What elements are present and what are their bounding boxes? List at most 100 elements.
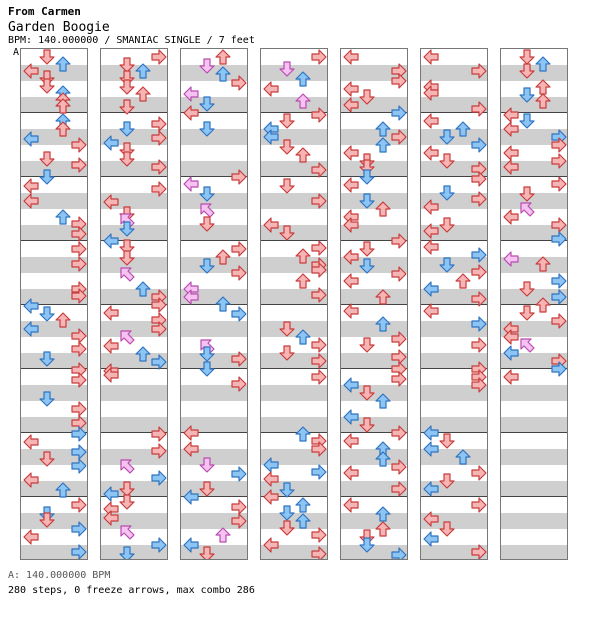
step-arrow-right: [311, 527, 327, 543]
beat-band: [101, 449, 167, 465]
step-arrow-right: [471, 191, 487, 207]
beat-band: [181, 161, 247, 177]
step-arrow-down: [439, 521, 455, 537]
step-arrow-up: [375, 289, 391, 305]
step-arrow-right: [551, 273, 567, 289]
beat-band: [181, 65, 247, 81]
step-arrow-left: [183, 441, 199, 457]
beat-band: [501, 417, 567, 433]
step-arrow-right: [391, 425, 407, 441]
step-arrow-left: [423, 113, 439, 129]
step-arrow-right: [391, 459, 407, 475]
step-arrow-down: [119, 221, 135, 237]
step-arrow-left: [343, 497, 359, 513]
beat-band: [421, 65, 487, 81]
step-arrow-right: [71, 401, 87, 417]
step-arrow-up: [295, 426, 311, 442]
bpm-legend: A: 140.000000 BPM: [8, 570, 111, 581]
step-arrow-right: [311, 441, 327, 457]
beat-band: [181, 225, 247, 241]
beat-band: [261, 161, 327, 177]
step-arrow-down: [199, 58, 215, 74]
step-arrow-down: [39, 306, 55, 322]
step-arrow-down: [39, 451, 55, 467]
beat-band: [501, 129, 567, 145]
step-arrow-up: [375, 393, 391, 409]
step-arrow-up: [135, 63, 151, 79]
step-arrow-left: [503, 209, 519, 225]
step-arrow-right: [71, 256, 87, 272]
measure-line: [341, 304, 407, 305]
beat-band: [261, 257, 327, 273]
measure-line: [421, 304, 487, 305]
step-arrow-right: [151, 537, 167, 553]
step-arrow-left: [423, 199, 439, 215]
step-arrow-right: [231, 169, 247, 185]
step-arrow-left: [423, 303, 439, 319]
step-arrow-down: [439, 433, 455, 449]
beat-band: [341, 481, 407, 497]
beat-band: [21, 97, 87, 113]
step-arrow-down: [199, 361, 215, 377]
step-arrow-right: [151, 426, 167, 442]
step-arrow-up: [375, 137, 391, 153]
step-arrow-up: [135, 281, 151, 297]
step-arrow-left: [503, 329, 519, 345]
step-arrow-right: [391, 547, 407, 559]
beat-band: [501, 193, 567, 209]
step-arrow-right: [311, 337, 327, 353]
beat-band: [341, 97, 407, 113]
step-arrow-up: [295, 273, 311, 289]
diagonal-step-arrow: [519, 337, 535, 353]
step-arrow-left: [423, 223, 439, 239]
beat-band: [181, 513, 247, 529]
beat-band: [21, 513, 87, 529]
measure-line: [101, 496, 167, 497]
beat-band: [501, 65, 567, 81]
measure-line: [101, 432, 167, 433]
step-arrow-left: [503, 251, 519, 267]
step-arrow-right: [311, 369, 327, 385]
beat-band: [501, 353, 567, 369]
step-arrow-down: [439, 473, 455, 489]
step-arrow-right: [311, 193, 327, 209]
measure-line: [101, 240, 167, 241]
step-arrow-left: [103, 367, 119, 383]
step-arrow-down: [359, 537, 375, 553]
measure-line: [501, 496, 567, 497]
step-arrow-up: [295, 248, 311, 264]
chart-column-2: [100, 48, 168, 560]
step-arrow-down: [199, 121, 215, 137]
step-arrow-right: [471, 247, 487, 263]
diagonal-step-arrow: [119, 212, 135, 228]
step-arrow-right: [311, 262, 327, 278]
step-arrow-down: [39, 169, 55, 185]
beat-band: [21, 225, 87, 241]
step-arrow-left: [103, 486, 119, 502]
beat-band: [21, 417, 87, 433]
measure-line: [21, 432, 87, 433]
step-arrow-right: [151, 49, 167, 65]
chart-column-1: [20, 48, 88, 560]
measure-line: [341, 112, 407, 113]
step-arrow-up: [455, 449, 471, 465]
step-arrow-right: [311, 49, 327, 65]
beat-band: [181, 289, 247, 305]
step-arrow-down: [359, 417, 375, 433]
measure-line: [501, 304, 567, 305]
step-arrow-down: [119, 57, 135, 73]
step-arrow-left: [23, 472, 39, 488]
step-arrow-right: [71, 341, 87, 357]
step-arrow-up: [375, 451, 391, 467]
step-arrow-down: [359, 89, 375, 105]
step-arrow-right: [151, 470, 167, 486]
measure-line: [21, 496, 87, 497]
chart-column-6: [420, 48, 488, 560]
beat-band: [261, 417, 327, 433]
step-arrow-down: [279, 113, 295, 129]
beat-band: [341, 225, 407, 241]
step-arrow-right: [471, 497, 487, 513]
beat-band: [261, 481, 327, 497]
beat-band: [501, 545, 567, 559]
step-arrow-down: [439, 185, 455, 201]
